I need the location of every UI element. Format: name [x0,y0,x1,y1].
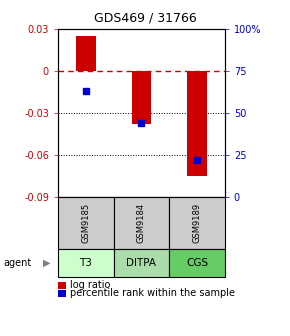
Bar [76,36,95,71]
Text: GSM9189: GSM9189 [193,203,202,243]
Text: GDS469 / 31766: GDS469 / 31766 [94,12,196,25]
Text: CGS: CGS [186,258,208,268]
Bar [132,71,151,124]
Bar [187,71,207,175]
Text: GSM9184: GSM9184 [137,203,146,243]
Text: T3: T3 [79,258,92,268]
Text: agent: agent [3,258,31,268]
Text: log ratio: log ratio [70,280,111,290]
Text: GSM9185: GSM9185 [81,203,90,243]
Text: percentile rank within the sample: percentile rank within the sample [70,288,235,298]
Text: DITPA: DITPA [126,258,156,268]
Text: ▶: ▶ [43,258,51,268]
